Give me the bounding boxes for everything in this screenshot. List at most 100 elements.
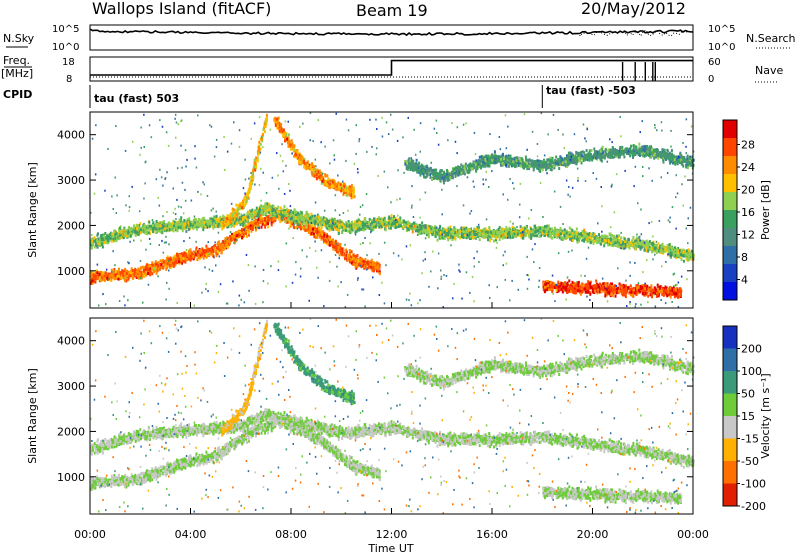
power-pixel [408,226,411,230]
power-pixel [451,232,454,236]
power-pixel [541,228,544,232]
power-pixel [212,250,215,254]
power-pixel [583,233,586,237]
power-pixel [90,271,93,275]
power-pixel [378,225,381,229]
power-pixel [239,230,241,234]
power-pixel [192,226,195,230]
power-pixel [233,219,236,222]
power-pixel [486,230,489,234]
power-pixel [229,237,232,241]
power-pixel [242,232,245,236]
power-pixel [139,270,141,274]
power-pixel [129,227,132,231]
power-pixel [657,242,660,246]
power-pixel [369,260,372,264]
frequency-trace [90,59,693,76]
power-pixel [173,224,176,228]
power-pixel [471,233,474,237]
power-pixel [640,245,643,249]
power-pixel [137,267,140,271]
power-pixel [515,229,518,233]
power-pixel [618,234,621,238]
cpid-segment-1: tau (fast) -503 [546,84,636,97]
power-pixel [240,214,243,218]
power-pixel [607,243,610,247]
power-pixel [143,224,146,228]
power-pixel [99,270,102,274]
power-pixel [200,252,203,256]
power-pixel [105,236,107,240]
power-pixel [206,248,209,252]
power-pixel [593,233,596,237]
power-pixel [196,258,199,262]
power-pixel [277,217,280,221]
power-pixel [222,217,225,221]
power-pixel [685,249,688,253]
power-pixel [572,230,575,234]
power-pixel [329,226,331,230]
power-pixel [370,267,373,270]
power-pixel [365,261,368,265]
power-pixel [165,257,168,260]
power-pixel [513,232,516,236]
power-pixel [669,252,672,256]
power-pixel [136,274,139,278]
nave-tick-bottom: 0 [708,74,714,85]
power-pixel [321,232,324,236]
power-pixel [139,228,142,232]
power-pixel [328,224,331,228]
power-pixel [90,274,92,278]
power-pixel [543,229,546,233]
power-pixel [264,225,267,229]
power-pixel [592,232,595,236]
power-pixel [215,214,218,218]
power-pixel [444,228,447,232]
power-pixel [642,241,645,244]
power-pixel [90,246,93,250]
power-pixel [476,226,479,229]
power-pixel [144,231,147,235]
power-pixel [559,226,562,230]
power-pixel [122,233,125,236]
power-pixel [288,211,291,215]
power-pixel [328,219,331,223]
power-pixel [271,212,274,216]
power-pixel [135,272,138,276]
power-pixel [360,261,363,265]
power-pixel [157,262,159,266]
power-pixel [153,267,156,270]
power-pixel [678,249,681,253]
power-pixel [329,220,332,223]
power-pixel [117,277,120,281]
power-pixel [182,256,185,260]
power-pixel [215,246,218,250]
power-pixel [218,217,221,221]
power-pixel [408,222,411,226]
power-pixel [331,219,334,223]
power-pixel [266,202,269,206]
power-pixel [294,215,297,219]
power-pixel [575,235,578,239]
power-pixel [192,252,195,256]
power-pixel [347,254,350,258]
power-pixel [612,244,615,248]
power-pixel [328,243,331,247]
power-pixel [321,223,324,226]
power-pixel [645,249,648,253]
power-pixel [462,236,465,239]
power-pixel [169,265,171,269]
power-pixel [269,207,272,211]
power-pixel [583,228,586,232]
power-pixel [310,212,313,216]
power-pixel [687,257,689,261]
power-pixel [587,232,590,236]
power-pixel [175,261,178,265]
power-pixel [216,252,219,256]
power-pixel [268,212,271,216]
power-pixel [524,234,527,238]
power-pixel [147,272,149,276]
power-pixel [227,225,230,229]
power-pixel [411,230,414,234]
power-pixel [263,217,266,220]
